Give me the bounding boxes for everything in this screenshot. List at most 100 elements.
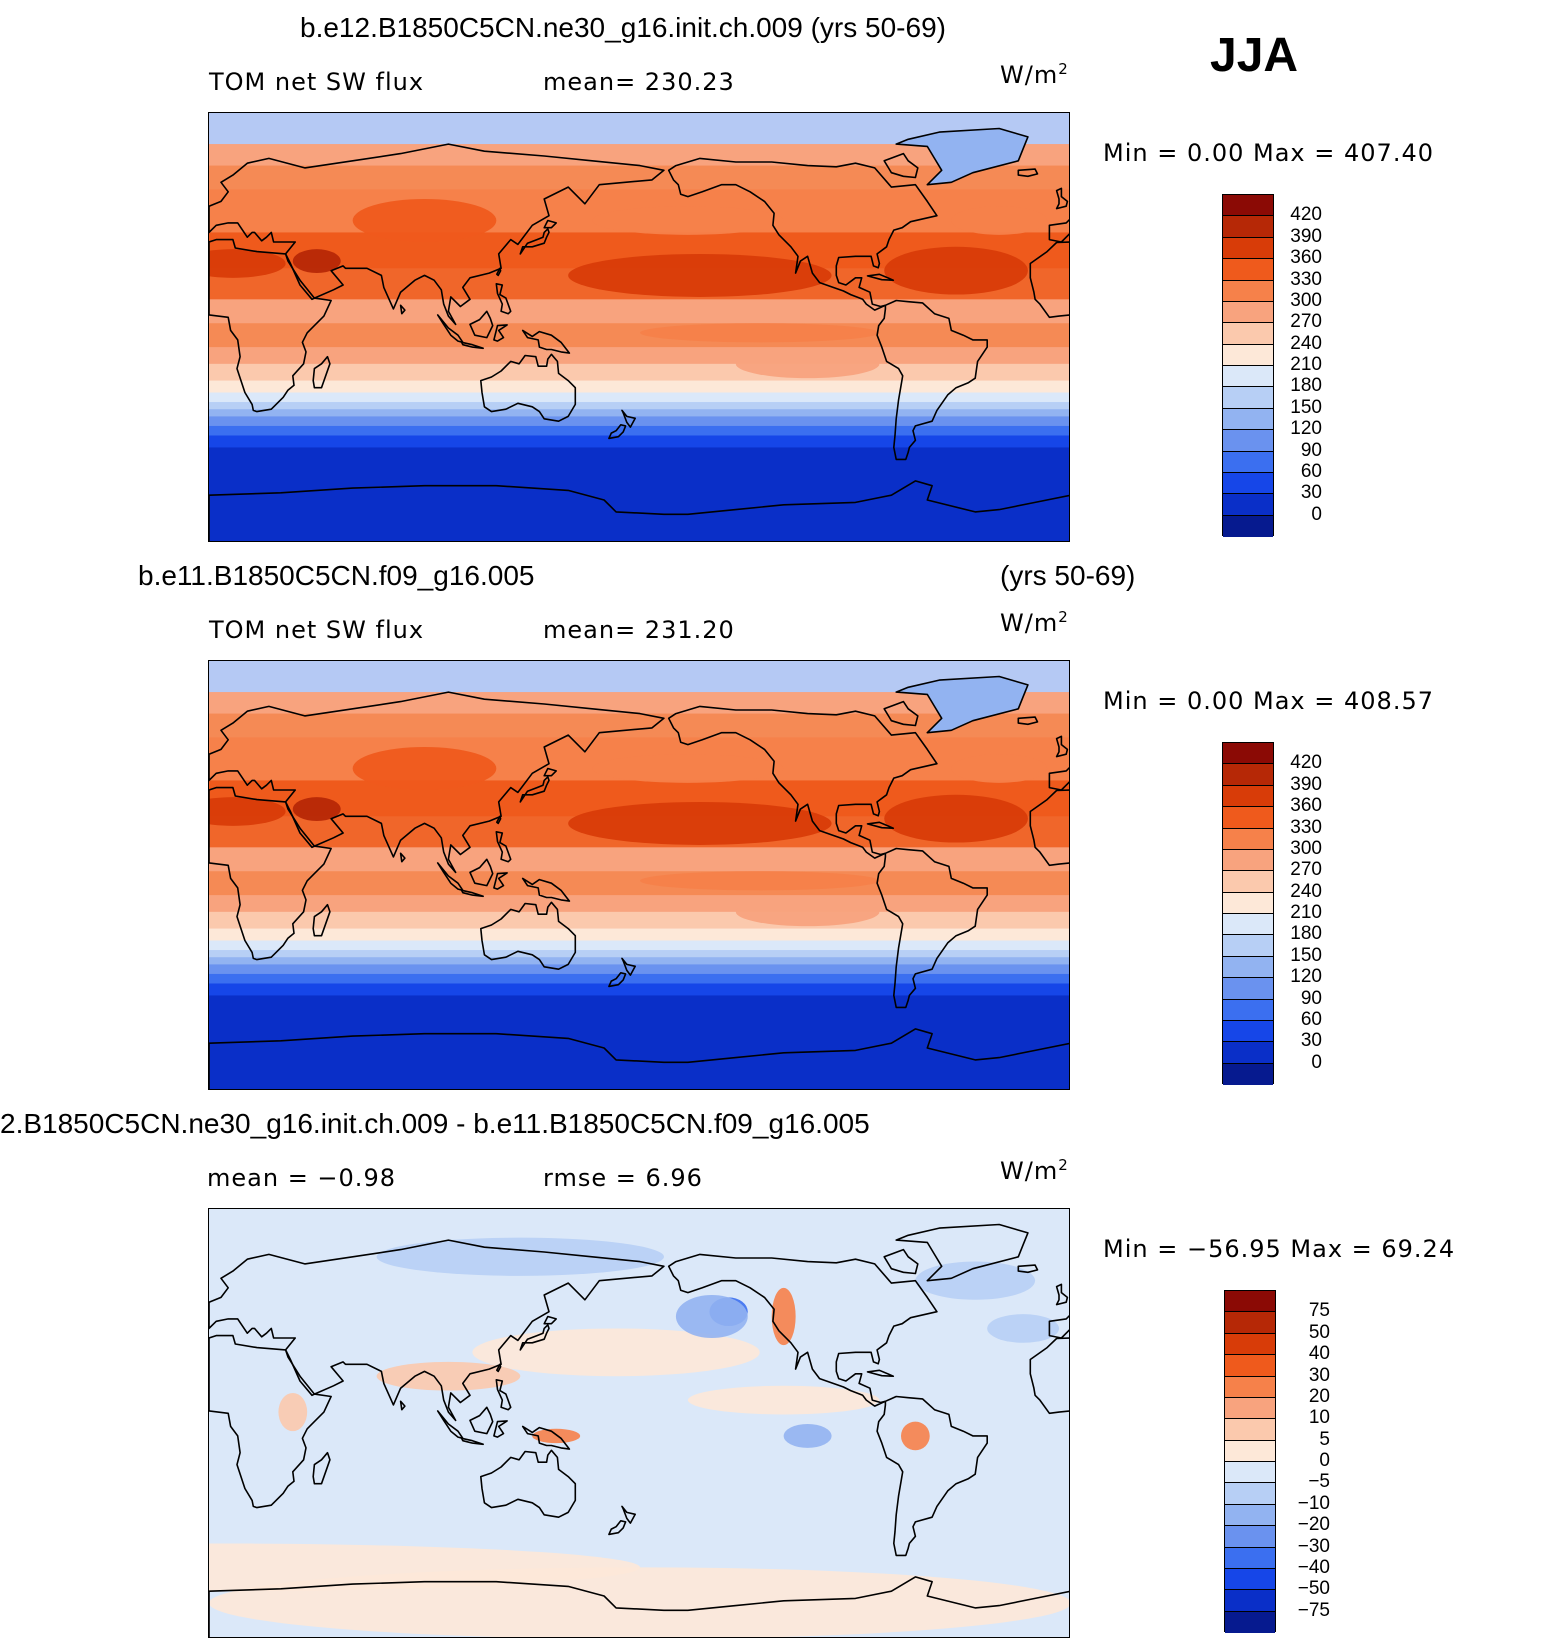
map-field-blob [352, 747, 497, 790]
panel-2-title: b.e11.B1850C5CN.f09_g16.005 [138, 560, 535, 591]
coastline-iceland [1017, 168, 1039, 178]
colorbar-tick-label: 210 [1290, 354, 1322, 375]
coastline-greenland [895, 675, 1029, 734]
coastline-borneo [469, 858, 494, 887]
coastline-baffin [883, 152, 919, 179]
panel-1-mean-label: mean= 230.23 [543, 68, 735, 96]
colorbar-tick-label: −75 [1297, 1599, 1330, 1621]
coastline-australia [479, 1449, 577, 1519]
panel-3-mean-label: mean = −0.98 [207, 1164, 396, 1192]
map-band [209, 983, 1069, 996]
coastline-newguinea [521, 1425, 571, 1450]
colorbar-cell [1223, 978, 1273, 1000]
map-field-blob [352, 199, 497, 242]
map-band [209, 165, 1069, 190]
panel-2-units-text: W/m [1000, 609, 1059, 637]
coastline-hokkaido [543, 219, 558, 229]
coastline-cuba [866, 273, 895, 281]
map-band [209, 911, 1069, 930]
colorbar-tick-label: 180 [1290, 923, 1322, 945]
map-field-blob [951, 206, 1048, 235]
colorbar-tick-label: 50 [1308, 1321, 1330, 1343]
colorbar-tick-label: 390 [1290, 773, 1322, 795]
colorbar-cell [1223, 430, 1273, 452]
map-field-blob [675, 1295, 748, 1338]
map-band [209, 847, 1069, 872]
colorbar-cell [1223, 323, 1273, 345]
panel-1-title: b.e12.B1850C5CN.ne30_g16.init.ch.009 (yr… [300, 12, 946, 43]
coastline-africaW [1029, 241, 1069, 319]
coastline-taiwan [495, 267, 502, 277]
colorbar-cell [1223, 195, 1273, 217]
map-field-blob [687, 1385, 880, 1415]
colorbar-cell [1223, 828, 1273, 850]
coastline-borneo [469, 1406, 494, 1435]
panel-2-colorbar [1222, 742, 1274, 1085]
panel-2-map [208, 660, 1070, 1090]
coastline-nz1 [621, 957, 637, 976]
map-field-blob [900, 1421, 930, 1451]
colorbar-cell [1223, 914, 1273, 936]
colorbar-cell [1223, 515, 1273, 537]
map-band [209, 425, 1069, 436]
coastline-australia [479, 353, 577, 423]
coastline-greenland [895, 127, 1029, 186]
greenland-fill [896, 128, 1028, 185]
colorbar-tick-label: 10 [1308, 1407, 1330, 1429]
coastline-philippines [495, 831, 512, 863]
map-field-blob [592, 206, 784, 235]
map-field-blob [592, 754, 784, 783]
colorbar-cell [1225, 1291, 1275, 1313]
coastline-nz1 [621, 409, 637, 428]
map-field-blob [771, 1287, 796, 1346]
map-band [209, 928, 1069, 941]
coastline-japan [519, 776, 550, 803]
coastline-eurasia [209, 691, 665, 874]
season-label: JJA [1210, 29, 1299, 82]
antarctica-fill [209, 1028, 1069, 1089]
colorbar-tick-label: 420 [1290, 204, 1322, 226]
colorbar-tick-label: 5 [1319, 1428, 1330, 1450]
coastline-sumatra [436, 862, 464, 892]
coastline-africa [209, 1334, 332, 1509]
colorbar-tick-label: 330 [1290, 268, 1322, 290]
colorbar-cell [1223, 408, 1273, 431]
map-field-blob [987, 1314, 1060, 1343]
map-field-blob [951, 754, 1048, 783]
coastline-madagascar [312, 355, 331, 389]
colorbar-cell [1223, 494, 1273, 516]
map-band [209, 435, 1069, 448]
coastline-philippines [495, 1379, 512, 1411]
colorbar-tick-label: 210 [1290, 902, 1322, 923]
coastline-cuba [866, 1369, 895, 1377]
coastline-java [460, 889, 485, 898]
panel-1-colorbar-labels: 420 390 360 330 300 270 240 210 180 150 120 90 60 30 0 [1262, 194, 1322, 536]
coastline-sumatra [436, 1410, 464, 1440]
map-field-blob [640, 323, 880, 343]
map-field-blob [278, 1392, 308, 1432]
colorbar-tick-label: 0 [1311, 1051, 1322, 1073]
panel-3-units-text: W/m [1000, 1157, 1059, 1185]
antarctica-fill [209, 480, 1069, 541]
map-band [209, 347, 1069, 365]
coastline-namerica [667, 705, 938, 859]
colorbar-cell [1223, 472, 1273, 495]
coastline-nz2 [608, 1519, 627, 1536]
coastline-eurasia [209, 1239, 665, 1422]
coastline-uk [1055, 735, 1069, 758]
colorbar-tick-label: 300 [1290, 837, 1322, 859]
map-band [209, 895, 1069, 913]
coastline-africa [209, 238, 332, 413]
colorbar-tick-label: 330 [1290, 816, 1322, 838]
map-field-blob [292, 797, 341, 822]
colorbar-tick-label: 240 [1290, 332, 1322, 354]
colorbar-cell [1223, 301, 1273, 324]
panel-2-colorbar-labels: 420 390 360 330 300 270 240 210 180 150 120 90 60 30 0 [1262, 742, 1322, 1084]
map-band [209, 957, 1069, 965]
coastline-srilanka [399, 304, 406, 315]
panel-3-title: 2.B1850C5CN.ne30_g16.init.ch.009 - b.e11… [0, 1108, 870, 1139]
colorbar-cell [1225, 1547, 1275, 1569]
panel-1-units-sup: 2 [1058, 60, 1069, 78]
coastline-sulawesi [493, 324, 508, 342]
coastline-greenland [895, 1223, 1029, 1282]
